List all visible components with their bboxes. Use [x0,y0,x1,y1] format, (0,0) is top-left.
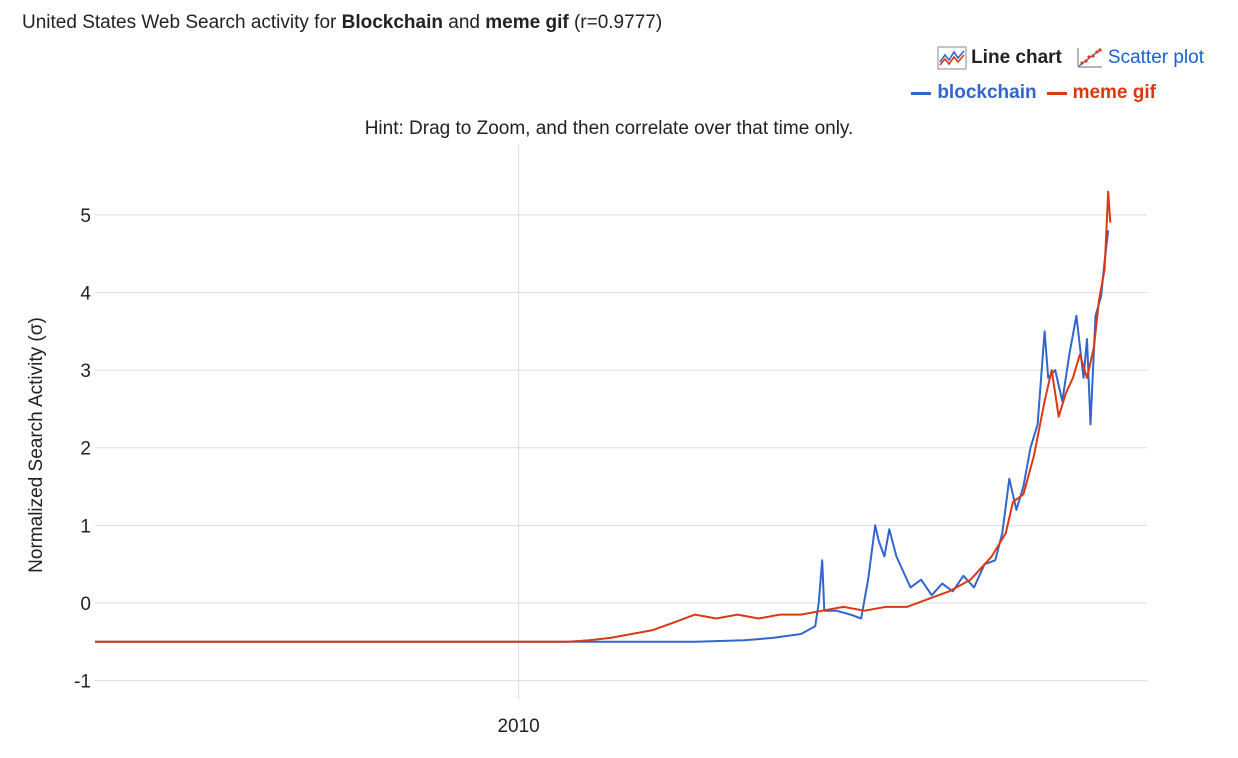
y-tick-label: 0 [80,594,91,615]
scatter-plot-toggle[interactable]: Scatter plot [1074,46,1204,70]
y-tick-label: 2 [80,439,91,460]
chart-title: United States Web Search activity for Bl… [22,12,662,34]
line-chart-icon [937,46,967,70]
title-and: and [443,12,486,33]
y-tick-label: 4 [80,283,91,304]
line-chart-toggle[interactable]: Line chart [937,46,1062,70]
title-term-b: meme gif [485,12,569,33]
title-suffix: (r=0.9777) [568,12,663,33]
series-line-blockchain[interactable] [95,230,1110,643]
legend-label-meme-gif: meme gif [1072,82,1156,103]
series-lines [95,190,1112,643]
legend-item-blockchain[interactable]: blockchain [911,82,1037,104]
legend-item-meme-gif[interactable]: meme gif [1046,82,1156,104]
title-prefix: United States Web Search activity for [22,12,342,33]
scatter-plot-label: Scatter plot [1107,47,1204,68]
x-tick-label: 2010 [497,716,539,737]
line-chart-label: Line chart [971,47,1062,68]
y-tick-label: 3 [80,361,91,382]
legend-label-blockchain: blockchain [937,82,1037,103]
x-axis-ticks: 2010 [497,716,539,737]
series-line-meme-gif[interactable] [95,190,1112,643]
title-term-a: Blockchain [341,12,443,33]
legend-swatch-meme-gif [1046,91,1067,95]
grid [95,145,1147,700]
y-tick-label: 5 [80,206,91,227]
y-axis-label: Normalized Search Activity (σ) [26,317,47,573]
view-toggles: Line chart Scatter plot [937,46,1204,70]
legend: blockchain meme gif [911,82,1156,104]
y-tick-label: -1 [74,672,91,693]
legend-swatch-blockchain [911,91,932,95]
y-axis-ticks: -1 0 1 2 3 4 5 [74,206,91,693]
y-tick-label: 1 [80,516,91,537]
zoom-hint: Hint: Drag to Zoom, and then correlate o… [364,118,854,139]
scatter-plot-icon [1077,48,1102,68]
